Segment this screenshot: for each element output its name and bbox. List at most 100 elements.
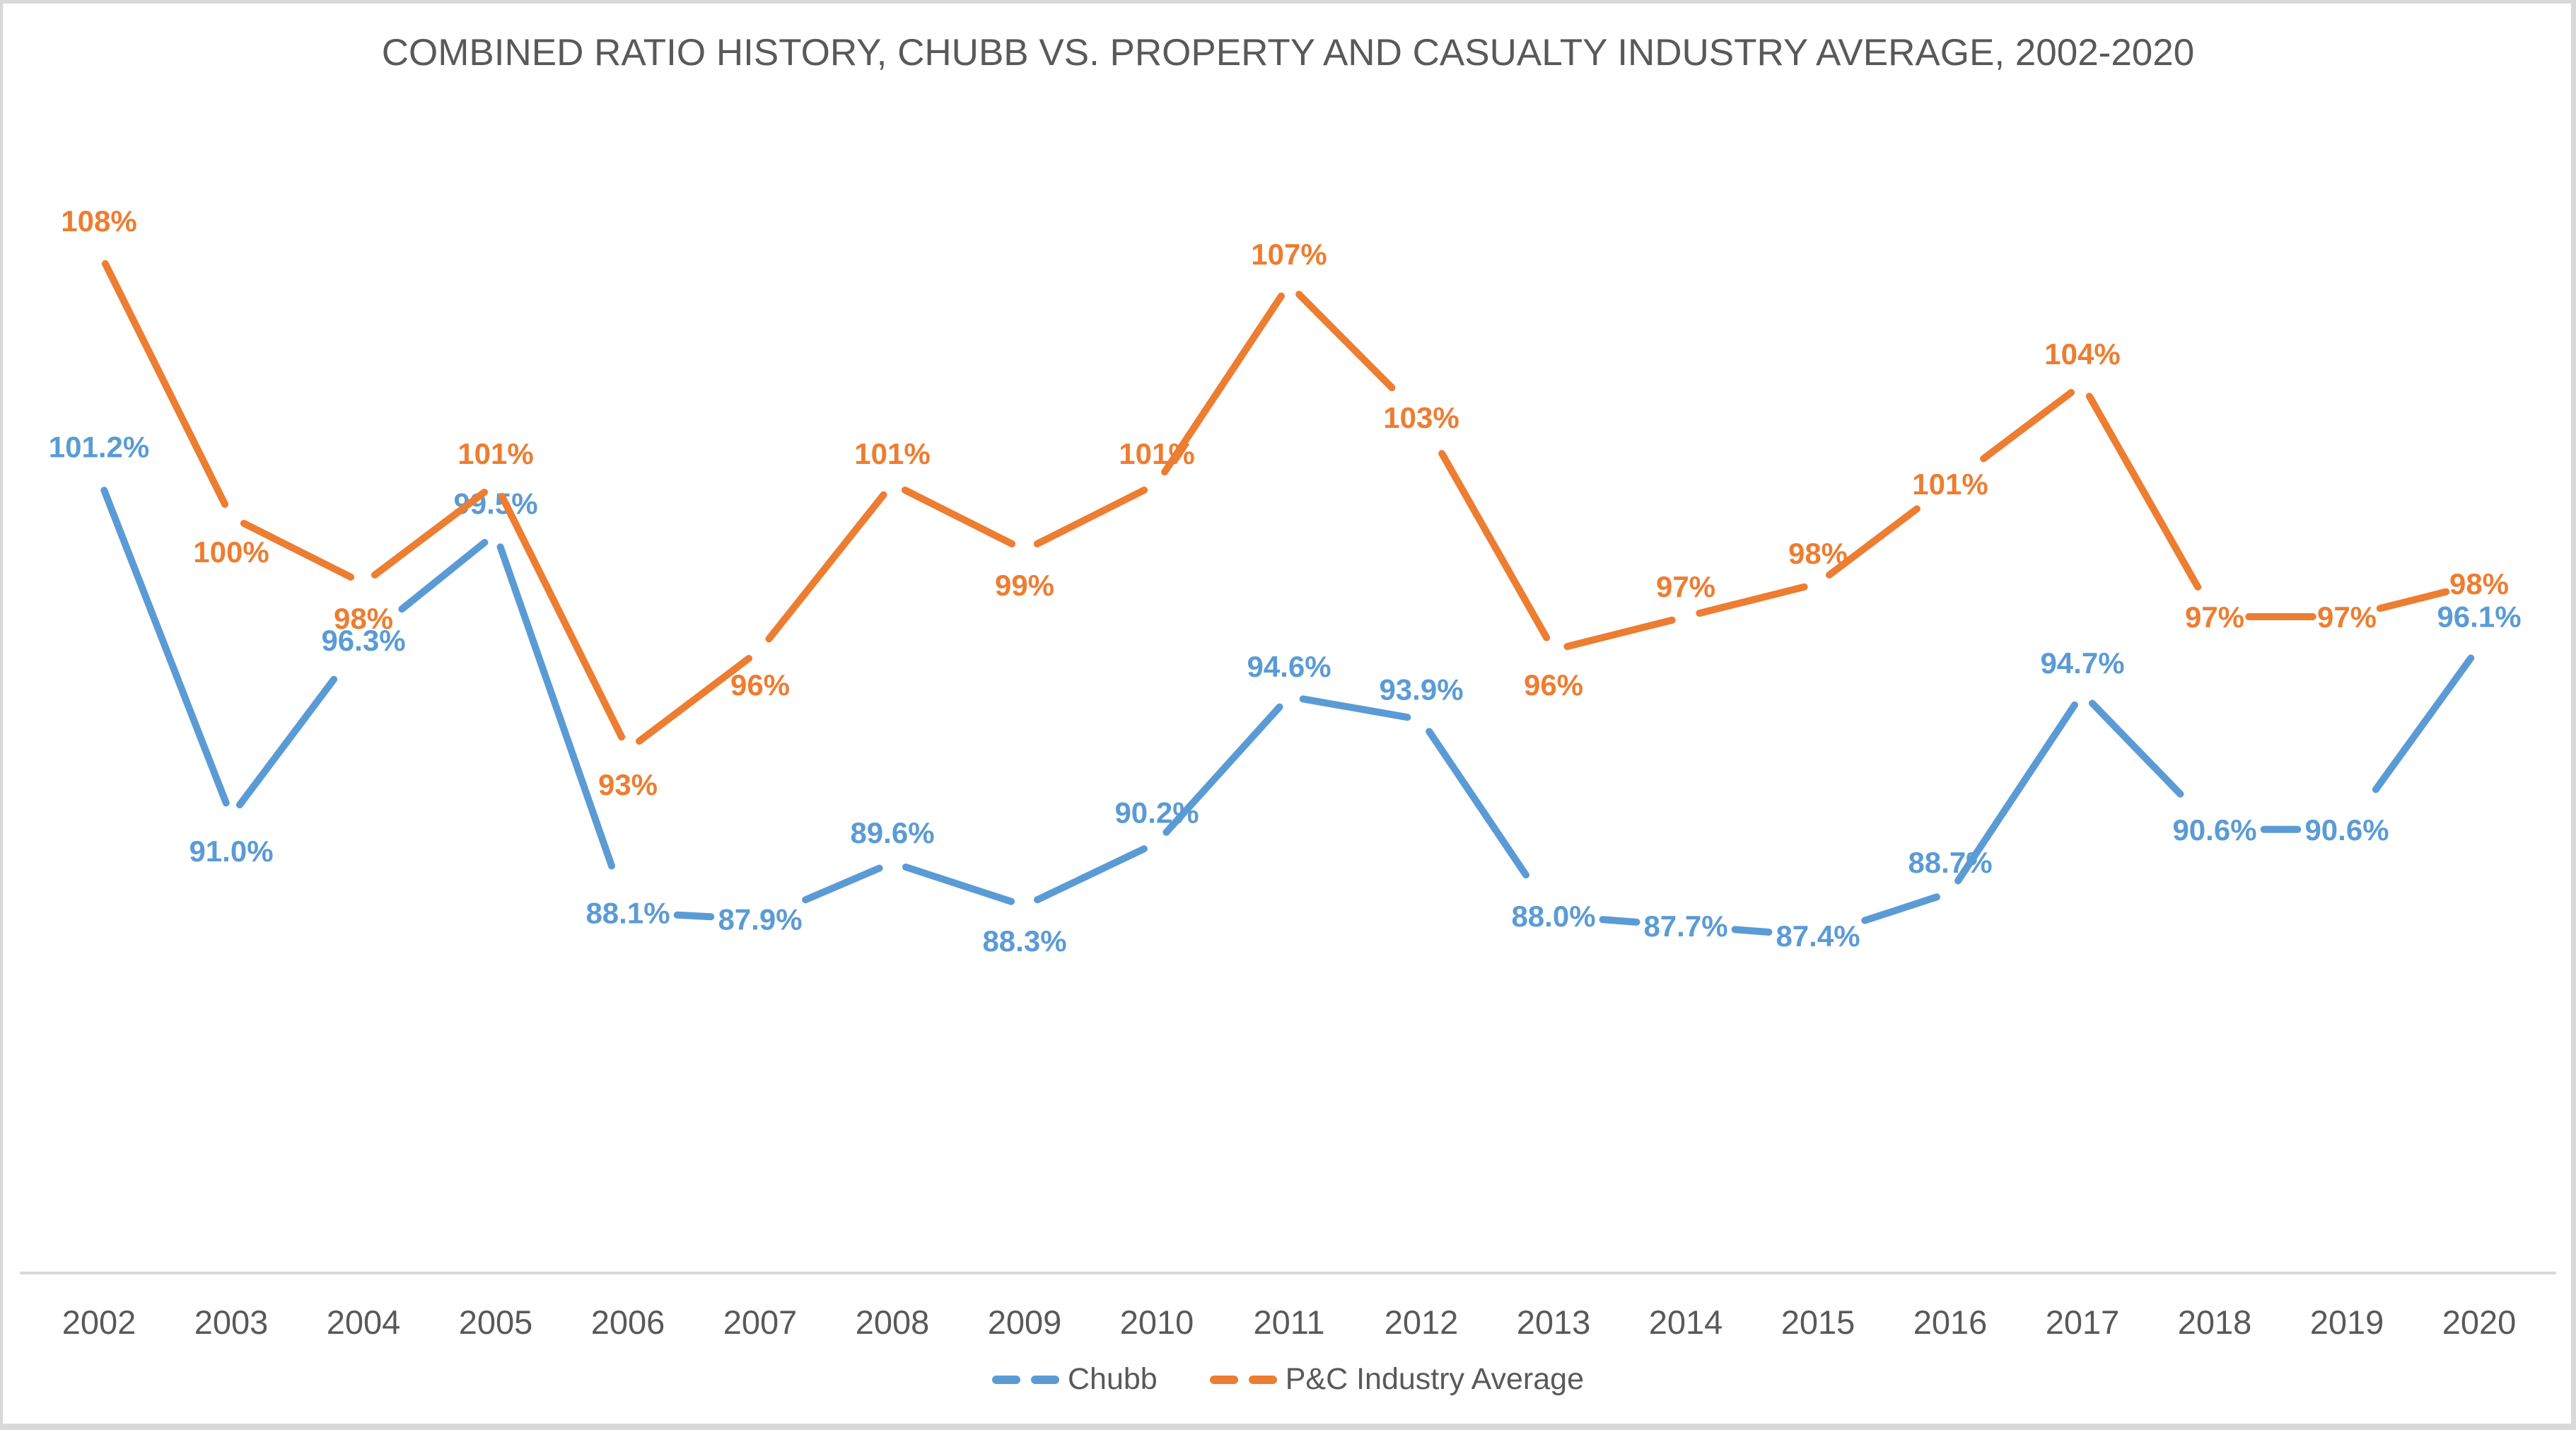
x-axis-label: 2010 (1120, 1303, 1194, 1341)
chubb-line-segment (1299, 695, 1411, 721)
legend-dash-icon (992, 1375, 1020, 1384)
p-c-industry-average-line-segment (2085, 393, 2202, 591)
p-c-industry-average-line-segment (2376, 588, 2450, 612)
x-axis-label: 2018 (2178, 1303, 2252, 1341)
p-c-industry-average-data-label: 101% (457, 437, 533, 470)
p-c-industry-average-line-segment (765, 491, 887, 643)
p-c-industry-average-data-label: 108% (61, 204, 136, 238)
chubb-data-label: 91.0% (189, 835, 273, 868)
legend-dash-icon (1031, 1375, 1059, 1384)
x-axis-label: 2017 (2046, 1303, 2120, 1341)
chubb-line-segment (398, 539, 489, 613)
x-axis-label: 2015 (1781, 1303, 1855, 1341)
chubb-line-segment (100, 487, 230, 807)
chubb-line-segment (496, 543, 616, 870)
x-axis-label: 2019 (2310, 1303, 2384, 1341)
chubb-line-segment (2372, 654, 2475, 794)
chubb-data-label: 87.4% (1776, 919, 1860, 953)
p-c-industry-average-data-label: 104% (2044, 337, 2120, 371)
p-c-industry-average-data-label: 101% (1912, 467, 1988, 501)
p-c-industry-average-line-segment (1161, 292, 1285, 476)
p-c-industry-average-line-segment (1696, 583, 1808, 617)
chubb-data-label: 88.3% (982, 924, 1066, 958)
p-c-industry-average-data-label: 99% (995, 569, 1054, 602)
p-c-industry-average-line-segment (901, 486, 1016, 548)
x-axis-label: 2003 (194, 1303, 269, 1341)
chubb-line-segment (1599, 916, 1640, 926)
legend-item-chubb: Chubb (992, 1362, 1158, 1397)
chubb-data-label: 101.2% (49, 431, 149, 464)
p-c-industry-average-line-segment (1825, 505, 1921, 579)
p-c-industry-average-data-label: 97% (2185, 600, 2244, 634)
p-c-industry-average-line-segment (371, 489, 489, 579)
p-c-industry-average-line-segment (1295, 291, 1396, 392)
p-c-industry-average-data-label: 103% (1383, 401, 1459, 434)
chubb-data-label: 88.1% (585, 896, 670, 929)
p-c-industry-average-data-label: 97% (1656, 570, 1715, 603)
chubb-line-segment (1162, 703, 1283, 836)
chubb-data-label: 90.6% (2172, 813, 2256, 847)
chubb-line-segment (1731, 926, 1773, 936)
chubb-data-label: 88.0% (1511, 900, 1595, 933)
p-c-industry-average-data-label: 96% (1524, 668, 1583, 702)
chubb-data-label: 96.1% (2437, 600, 2521, 633)
x-axis-label: 2006 (591, 1303, 665, 1341)
legend-item-p-c-industry-average: P&C Industry Average (1209, 1362, 1584, 1397)
p-c-industry-average-line-segment (1033, 486, 1148, 548)
x-axis-label: 2011 (1253, 1303, 1324, 1341)
chubb-line-segment (902, 864, 1015, 905)
chubb-data-label: 94.7% (2040, 646, 2124, 680)
p-c-industry-average-data-label: 98% (2449, 567, 2509, 600)
p-c-industry-average-data-label: 101% (1119, 437, 1194, 470)
x-axis-label: 2020 (2442, 1303, 2517, 1341)
chubb-line-segment (2088, 699, 2184, 798)
x-axis-label: 2002 (62, 1303, 136, 1341)
p-c-industry-average-data-label: 107% (1251, 238, 1327, 271)
chubb-data-label: 87.7% (1643, 909, 1727, 943)
x-axis-label: 2016 (1913, 1303, 1988, 1341)
x-axis-label: 2014 (1649, 1303, 1723, 1341)
chubb-data-label: 89.6% (850, 816, 934, 849)
p-c-industry-average-data-label: 98% (1788, 537, 1848, 570)
chubb-line-segment (673, 911, 715, 921)
p-c-industry-average-line-segment (1980, 389, 2075, 463)
chubb-line-segment (1034, 845, 1148, 904)
chubb-data-label: 93.9% (1379, 673, 1463, 707)
p-c-industry-average-data-label: 96% (730, 668, 790, 702)
p-c-industry-average-data-label: 97% (2317, 600, 2377, 634)
x-axis-label: 2012 (1385, 1303, 1459, 1341)
legend-label: P&C Industry Average (1285, 1362, 1584, 1396)
chubb-line-segment (802, 864, 883, 904)
chubb-data-label: 94.6% (1247, 650, 1331, 683)
chubb-line-segment (1426, 728, 1530, 879)
x-axis-label: 2009 (988, 1303, 1062, 1341)
chubb-data-label: 88.7% (1908, 846, 1992, 879)
p-c-industry-average-data-label: 101% (854, 437, 930, 470)
p-c-industry-average-data-label: 100% (193, 535, 269, 569)
p-c-industry-average-line-segment (1563, 616, 1676, 651)
chubb-data-label: 90.2% (1114, 796, 1199, 830)
x-axis-label: 2004 (327, 1303, 401, 1341)
p-c-industry-average-data-label: 93% (598, 768, 658, 801)
legend-dash-icon (1209, 1375, 1238, 1384)
p-c-industry-average-line-segment (635, 655, 753, 745)
p-c-industry-average-line-segment (101, 260, 229, 508)
chubb-line-segment (1954, 701, 2078, 885)
x-axis-label: 2013 (1517, 1303, 1591, 1341)
p-c-industry-average-data-label: 98% (334, 602, 393, 635)
p-c-industry-average-line-segment (240, 519, 355, 581)
chubb-line-segment (1861, 893, 1940, 924)
chubb-data-label: 96.3% (321, 624, 405, 657)
chubb-line-segment (236, 675, 338, 809)
p-c-industry-average-line-segment (1438, 450, 1551, 641)
chubb-data-label: 90.6% (2304, 813, 2389, 847)
x-axis-label: 2008 (856, 1303, 930, 1341)
legend-dash-icon (1248, 1375, 1277, 1384)
p-c-industry-average-line-segment (498, 492, 626, 741)
chart-title: COMBINED RATIO HISTORY, CHUBB VS. PROPER… (381, 32, 2195, 74)
chart-legend: Chubb P&C Industry Average (0, 1362, 2576, 1397)
x-axis-label: 2007 (723, 1303, 798, 1341)
x-axis-label: 2005 (459, 1303, 533, 1341)
chubb-data-label: 87.9% (718, 903, 802, 936)
